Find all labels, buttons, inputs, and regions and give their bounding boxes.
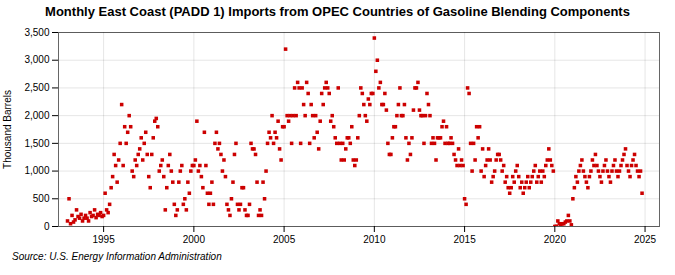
svg-text:Thousand Barrels: Thousand Barrels: [2, 90, 13, 169]
svg-text:2020: 2020: [544, 234, 567, 245]
html-text:Monthly East Coast (PADD 1) Im: Monthly East Coast (PADD 1) Imports from…: [45, 4, 630, 19]
svg-text:2010: 2010: [363, 234, 386, 245]
svg-text:1,000: 1,000: [24, 165, 49, 176]
svg-text:500: 500: [33, 193, 50, 204]
svg-text:2015: 2015: [453, 234, 476, 245]
svg-text:3,000: 3,000: [24, 54, 49, 65]
svg-text:1,500: 1,500: [24, 138, 49, 149]
svg-text:2005: 2005: [273, 234, 296, 245]
svg-text:2025: 2025: [634, 234, 657, 245]
svg-text:2,500: 2,500: [24, 82, 49, 93]
svg-text:1995: 1995: [92, 234, 115, 245]
svg-text:0: 0: [44, 221, 50, 232]
svg-text:3,500: 3,500: [24, 27, 49, 38]
svg-text:2000: 2000: [183, 234, 206, 245]
html-text:Source: U.S. Energy Informatio: Source: U.S. Energy Information Administ…: [12, 251, 222, 262]
svg-text:2,000: 2,000: [24, 110, 49, 121]
